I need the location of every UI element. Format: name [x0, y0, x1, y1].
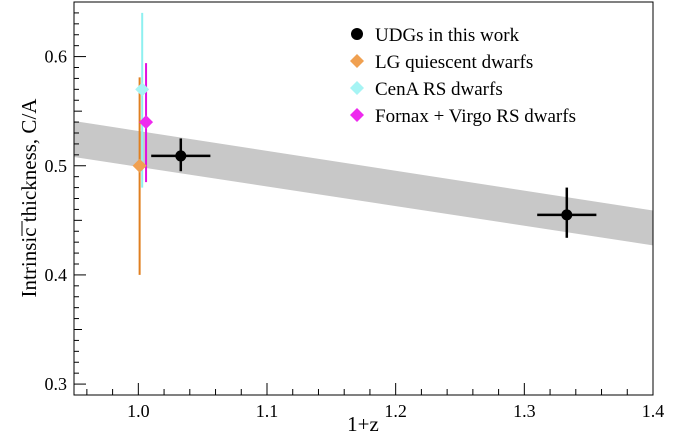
tick-label-layer: 1.0 1.1 1.2 1.3 1.4 0.3 0.4 0.5 0.6	[45, 47, 665, 421]
y-tick-label: 0.6	[45, 47, 68, 67]
legend-marker	[350, 81, 364, 95]
y-tick-label: 0.3	[45, 374, 68, 394]
x-tick-label: 1.3	[513, 401, 536, 421]
data-point	[135, 82, 150, 97]
shaded-band	[74, 121, 653, 246]
y-tick-label: 0.5	[45, 156, 68, 176]
y-tick-label: 0.4	[45, 265, 68, 285]
legend-marker	[351, 28, 363, 40]
tick-layer	[74, 1, 654, 396]
legend-label: UDGs in this work	[375, 25, 520, 46]
data-point	[132, 158, 147, 173]
x-tick-label: 1.0	[127, 401, 150, 421]
data-point	[139, 115, 154, 130]
legend-marker	[350, 108, 364, 122]
x-tick-label: 1.4	[642, 401, 665, 421]
legend-marker	[350, 54, 364, 68]
marker-layer	[132, 82, 573, 221]
data-point	[175, 150, 187, 162]
x-tick-label: 1.1	[256, 401, 279, 421]
legend-label: CenA RS dwarfs	[375, 79, 503, 100]
y-axis-label: Intrinsic thickness, C/A	[17, 98, 41, 298]
legend: UDGs in this work LG quiescent dwarfs CenA…	[350, 25, 576, 127]
legend-label: Fornax + Virgo RS dwarfs	[375, 106, 576, 127]
x-tick-label: 1.2	[384, 401, 407, 421]
data-point	[561, 209, 573, 221]
x-axis-label: 1+z	[347, 412, 379, 436]
band-layer	[74, 121, 653, 246]
legend-label: LG quiescent dwarfs	[375, 52, 533, 73]
